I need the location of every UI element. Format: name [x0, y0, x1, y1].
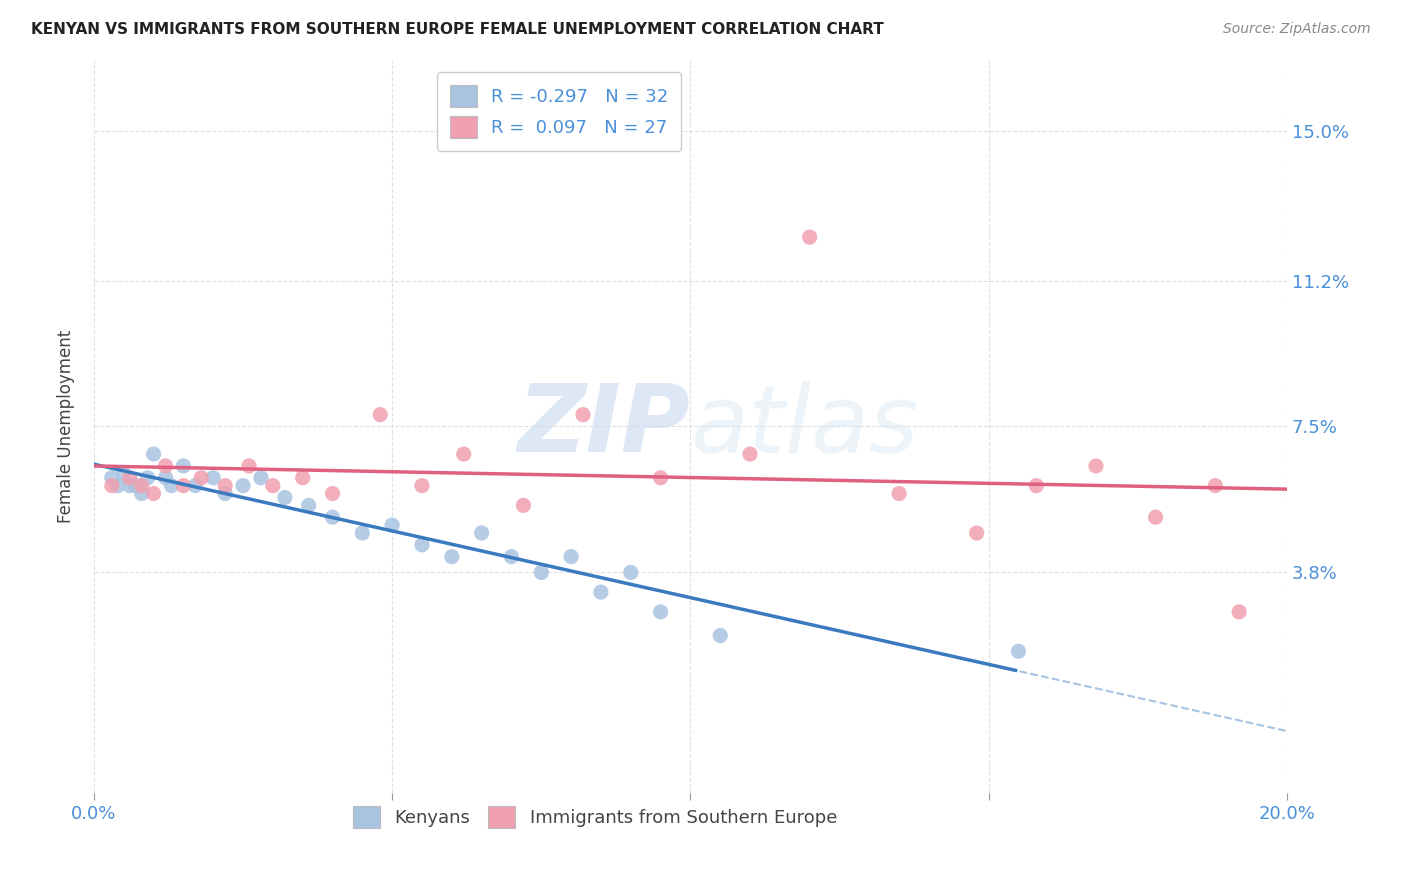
Point — [142, 486, 165, 500]
Point — [471, 526, 494, 541]
Y-axis label: Female Unemployment: Female Unemployment — [58, 330, 75, 523]
Point — [101, 478, 124, 492]
Point — [589, 585, 612, 599]
Point — [709, 629, 731, 643]
Point — [274, 491, 297, 505]
Point — [530, 566, 553, 580]
Point — [1144, 510, 1167, 524]
Point — [1227, 605, 1250, 619]
Point — [650, 471, 672, 485]
Point — [966, 526, 988, 541]
Point — [155, 458, 177, 473]
Point — [184, 478, 207, 492]
Text: Source: ZipAtlas.com: Source: ZipAtlas.com — [1223, 22, 1371, 37]
Point — [232, 478, 254, 492]
Point — [1025, 478, 1047, 492]
Point — [136, 471, 159, 485]
Point — [368, 408, 391, 422]
Point — [738, 447, 761, 461]
Point — [262, 478, 284, 492]
Point — [512, 499, 534, 513]
Point — [440, 549, 463, 564]
Point — [889, 486, 911, 500]
Point — [160, 478, 183, 492]
Text: KENYAN VS IMMIGRANTS FROM SOUTHERN EUROPE FEMALE UNEMPLOYMENT CORRELATION CHART: KENYAN VS IMMIGRANTS FROM SOUTHERN EUROP… — [31, 22, 884, 37]
Point — [453, 447, 475, 461]
Point — [1084, 458, 1107, 473]
Point — [172, 478, 194, 492]
Legend: Kenyans, Immigrants from Southern Europe: Kenyans, Immigrants from Southern Europe — [346, 799, 845, 836]
Point — [155, 471, 177, 485]
Point — [125, 478, 148, 492]
Point — [650, 605, 672, 619]
Point — [572, 408, 595, 422]
Point — [214, 486, 236, 500]
Point — [291, 471, 314, 485]
Point — [799, 230, 821, 244]
Point — [112, 467, 135, 481]
Point — [101, 471, 124, 485]
Point — [1204, 478, 1226, 492]
Point — [142, 447, 165, 461]
Point — [1007, 644, 1029, 658]
Point — [560, 549, 582, 564]
Point — [321, 486, 343, 500]
Point — [107, 478, 129, 492]
Point — [250, 471, 273, 485]
Point — [202, 471, 225, 485]
Point — [411, 538, 433, 552]
Point — [214, 478, 236, 492]
Text: ZIP: ZIP — [517, 381, 690, 473]
Point — [131, 478, 153, 492]
Point — [118, 478, 141, 492]
Text: atlas: atlas — [690, 381, 918, 472]
Point — [381, 518, 404, 533]
Point — [411, 478, 433, 492]
Point — [321, 510, 343, 524]
Point — [298, 499, 321, 513]
Point — [620, 566, 643, 580]
Point — [172, 458, 194, 473]
Point — [190, 471, 212, 485]
Point — [118, 471, 141, 485]
Point — [352, 526, 374, 541]
Point — [501, 549, 523, 564]
Point — [238, 458, 260, 473]
Point — [131, 486, 153, 500]
